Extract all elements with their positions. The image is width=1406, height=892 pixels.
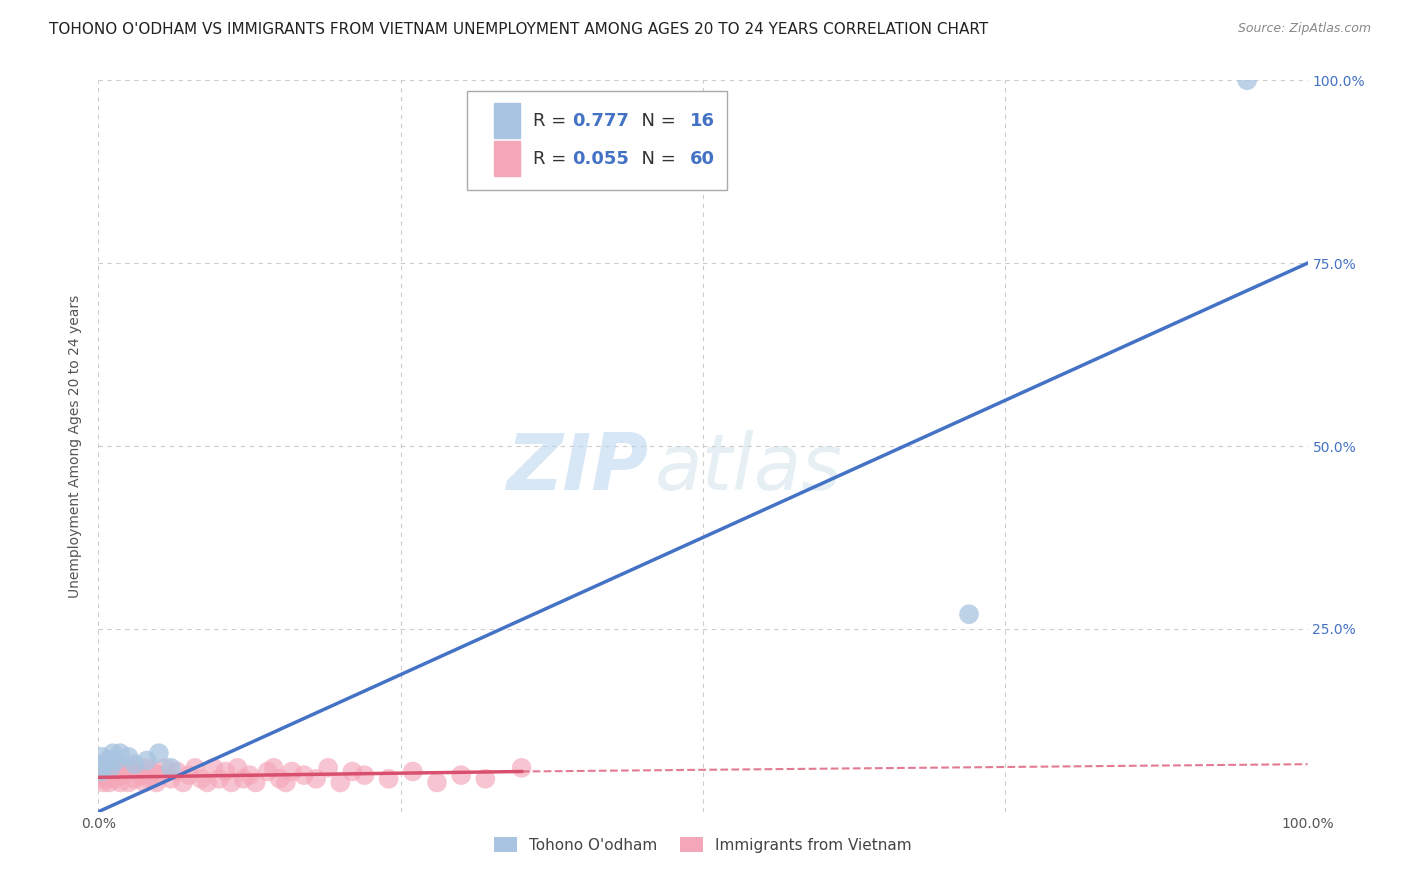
Point [214,764,236,779]
Text: 0.777: 0.777 [572,112,630,129]
Point [90,764,112,779]
Point [124,757,146,772]
Point [91,749,114,764]
Point [402,764,425,779]
Point [153,761,176,775]
Text: ZIP: ZIP [506,430,648,506]
Point [148,768,170,782]
Point [89,761,111,775]
Point [281,764,304,779]
Point [160,761,183,775]
Text: Source: ZipAtlas.com: Source: ZipAtlas.com [1237,22,1371,36]
Point [342,764,364,779]
Text: atlas: atlas [655,430,842,506]
Point [957,607,980,622]
Text: R =: R = [533,150,571,168]
Point [510,761,533,775]
Point [100,768,122,782]
Text: R =: R = [533,112,571,129]
Point [135,761,157,775]
Point [179,768,201,782]
Point [118,775,141,789]
Point [114,764,136,779]
Point [100,761,122,775]
Point [195,775,218,789]
Point [232,772,254,786]
Point [108,775,131,789]
FancyBboxPatch shape [494,103,520,138]
Point [274,775,297,789]
Point [474,772,496,786]
Text: 16: 16 [690,112,714,129]
Point [138,772,160,786]
Point [111,768,134,782]
Point [148,746,170,760]
Y-axis label: Unemployment Among Ages 20 to 24 years: Unemployment Among Ages 20 to 24 years [69,294,83,598]
Point [91,764,114,779]
Point [263,761,285,775]
Point [256,764,278,779]
Point [160,772,183,786]
Point [124,772,146,786]
Point [101,761,124,775]
Point [190,772,212,786]
Point [93,757,115,772]
Point [97,754,120,768]
Text: N =: N = [630,150,682,168]
Point [1236,73,1258,87]
Point [129,768,152,782]
Point [127,764,149,779]
Point [97,764,120,779]
Point [121,761,143,775]
Point [94,768,117,782]
Point [316,761,339,775]
Point [184,761,207,775]
Point [239,768,262,782]
Point [172,775,194,789]
Point [105,754,128,768]
Point [221,775,243,789]
Text: N =: N = [630,112,682,129]
Point [245,775,267,789]
Text: 60: 60 [690,150,714,168]
Point [329,775,352,789]
Point [91,775,114,789]
Text: TOHONO O'ODHAM VS IMMIGRANTS FROM VIETNAM UNEMPLOYMENT AMONG AGES 20 TO 24 YEARS: TOHONO O'ODHAM VS IMMIGRANTS FROM VIETNA… [49,22,988,37]
Point [104,772,127,786]
Point [105,764,128,779]
Legend: Tohono O'odham, Immigrants from Vietnam: Tohono O'odham, Immigrants from Vietnam [488,831,918,859]
Point [90,772,112,786]
Point [101,746,124,760]
Point [208,772,231,786]
Point [269,772,291,786]
Point [135,754,157,768]
Point [108,746,131,760]
Point [292,768,315,782]
Point [353,768,375,782]
Point [145,775,167,789]
Point [96,772,118,786]
Point [226,761,249,775]
Point [377,772,399,786]
Point [134,775,156,789]
FancyBboxPatch shape [467,91,727,190]
Point [450,768,472,782]
Point [426,775,449,789]
Point [142,764,165,779]
Point [98,775,121,789]
Point [118,749,141,764]
Point [202,761,225,775]
Point [305,772,328,786]
Point [89,768,111,782]
FancyBboxPatch shape [494,141,520,176]
Point [93,761,115,775]
Point [166,764,188,779]
Text: 0.055: 0.055 [572,150,630,168]
